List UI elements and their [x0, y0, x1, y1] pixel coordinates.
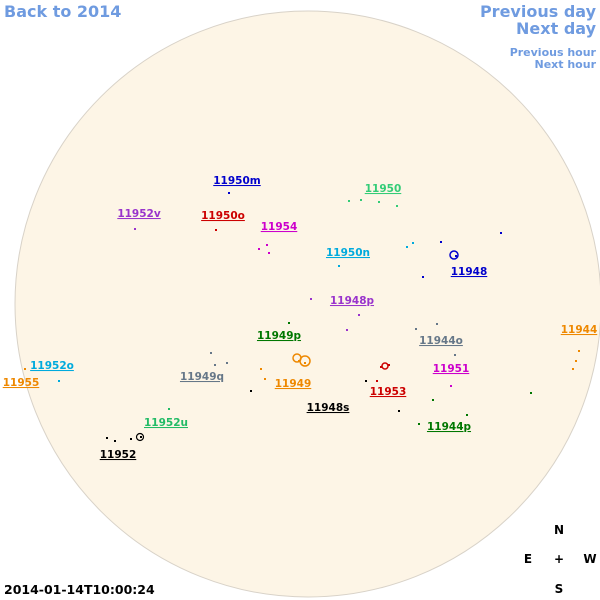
sunspot [260, 368, 262, 370]
sunspot [381, 362, 389, 370]
sunspot [346, 329, 348, 331]
sunspot [530, 392, 532, 394]
region-label[interactable]: 11950 [365, 183, 402, 195]
sunspot [348, 200, 350, 202]
region-label[interactable]: 11955 [3, 377, 40, 389]
sunspot [378, 201, 380, 203]
previous-day-link[interactable]: Previous day [480, 2, 597, 21]
next-hour-link[interactable]: Next hour [535, 58, 597, 71]
sunspot [376, 380, 378, 382]
sunspot [258, 248, 260, 250]
sunspot [130, 438, 132, 440]
sunspot [304, 362, 306, 364]
sunspot [500, 232, 502, 234]
sunspot [250, 390, 252, 392]
sunspot [299, 355, 311, 367]
sunspot [210, 352, 212, 354]
compass-west: W [583, 552, 596, 566]
sunspot [440, 241, 442, 243]
region-label[interactable]: 11952u [144, 417, 188, 429]
region-label[interactable]: 11949p [257, 330, 302, 342]
sunspot [58, 380, 60, 382]
region-label[interactable]: 11954 [261, 221, 298, 233]
sunspot [106, 437, 108, 439]
solar-disk [14, 10, 600, 598]
compass-south: S [555, 582, 564, 596]
sunspot [466, 414, 468, 416]
previous-hour-link[interactable]: Previous hour [510, 46, 597, 59]
sunspot [168, 408, 170, 410]
sunspot [214, 364, 216, 366]
sunspot [215, 229, 217, 231]
sunspot [432, 399, 434, 401]
region-label[interactable]: 11944 [561, 324, 598, 336]
sunspot [415, 328, 417, 330]
sunspot [360, 199, 362, 201]
sunspot [264, 378, 266, 380]
sunspot [140, 436, 142, 438]
compass-north: N [554, 523, 564, 537]
sunspot [266, 244, 268, 246]
sunspot [310, 298, 312, 300]
sunspot [134, 228, 136, 230]
sunspot [396, 205, 398, 207]
region-label[interactable]: 11950n [326, 247, 370, 259]
region-label[interactable]: 11952v [117, 208, 161, 220]
sunspot [365, 380, 367, 382]
sunspot [114, 440, 116, 442]
region-label[interactable]: 11948p [330, 295, 375, 307]
sunspot [418, 423, 420, 425]
region-label[interactable]: 11950o [201, 210, 245, 222]
sunspot [449, 250, 459, 260]
region-label[interactable]: 11944p [427, 421, 472, 433]
sunspot [578, 350, 580, 352]
region-label[interactable]: 11950m [213, 175, 261, 187]
sunspot [575, 360, 577, 362]
sunspot [358, 314, 360, 316]
sunspot [226, 362, 228, 364]
sunspot [338, 265, 340, 267]
region-label[interactable]: 11953 [370, 386, 407, 398]
sunspot [572, 368, 574, 370]
sunspot [135, 432, 145, 442]
region-label[interactable]: 11949 [275, 378, 312, 390]
sunspot [422, 276, 424, 278]
region-label[interactable]: 11952 [100, 449, 137, 461]
sunspot [268, 252, 270, 254]
region-label[interactable]: 11948 [451, 266, 488, 278]
region-label[interactable]: 11951 [433, 363, 470, 375]
sunspot [398, 410, 400, 412]
sunspot [436, 323, 438, 325]
next-day-link[interactable]: Next day [516, 19, 597, 38]
sunspot [228, 192, 230, 194]
timestamp: 2014-01-14T10:00:24 [4, 582, 155, 597]
sunspot [288, 322, 290, 324]
region-label[interactable]: 11952o [30, 360, 74, 372]
compass-center: + [554, 552, 564, 566]
back-link[interactable]: Back to 2014 [4, 2, 121, 21]
sunspot [406, 246, 408, 248]
sunspot [454, 354, 456, 356]
sunspot [412, 242, 414, 244]
sunspot [380, 366, 382, 368]
sunspot [455, 255, 457, 257]
sunspot [24, 368, 26, 370]
region-label[interactable]: 11949q [180, 371, 224, 383]
region-label[interactable]: 11948s [307, 402, 350, 414]
sunspot [388, 364, 390, 366]
compass-east: E [524, 552, 532, 566]
sunspot [450, 385, 452, 387]
region-label[interactable]: 11944o [419, 335, 463, 347]
